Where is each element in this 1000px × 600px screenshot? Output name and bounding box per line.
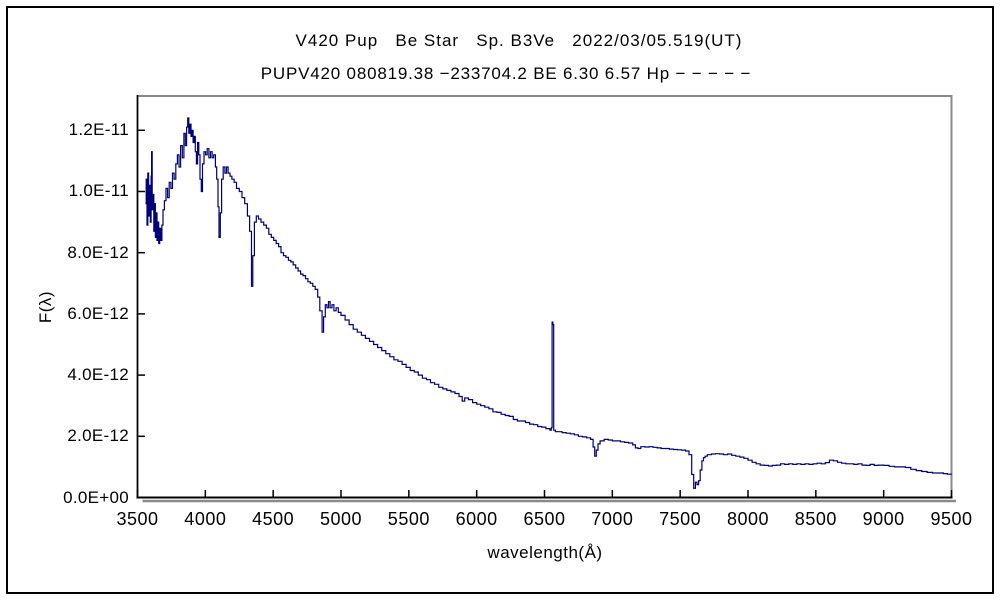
- x-tick-label: 8000: [726, 509, 770, 529]
- spectrum-line: [145, 117, 953, 489]
- x-axis-title: wavelength(Å): [487, 543, 603, 562]
- x-tick-label: 9500: [930, 509, 973, 529]
- y-tick-label: 4.0E-12: [67, 365, 129, 385]
- y-tick-label: 0.0E+00: [63, 487, 129, 507]
- y-tick-label: 1.2E-11: [68, 120, 129, 140]
- x-tick-label: 5000: [319, 509, 363, 529]
- x-tick-label: 6500: [523, 509, 566, 529]
- x-tick-label: 3500: [116, 509, 159, 529]
- chart-subtitle: PUPV420 080819.38 −233704.2 BE 6.30 6.57…: [260, 64, 752, 83]
- y-tick-label: 1.0E-11: [68, 181, 129, 201]
- plot-box-frame: [136, 95, 953, 499]
- x-tick-label: 6000: [455, 509, 498, 529]
- x-tick-label: 4500: [252, 509, 295, 529]
- x-tick-label: 4000: [184, 509, 227, 529]
- y-tick-label: 8.0E-12: [67, 242, 129, 262]
- x-tick-label: 7000: [591, 509, 634, 529]
- x-tick-label: 8500: [794, 509, 837, 529]
- window-border: [6, 6, 994, 594]
- y-axis-title: F(λ): [36, 290, 55, 324]
- chart-title: V420 Pup Be Star Sp. B3Ve 2022/03/05.519…: [295, 31, 743, 50]
- x-tick-label: 5500: [387, 509, 430, 529]
- x-tick-label: 7500: [659, 509, 702, 529]
- y-tick-label: 6.0E-12: [67, 303, 129, 323]
- y-tick-label: 2.0E-12: [67, 426, 129, 446]
- x-tick-label: 9000: [862, 509, 905, 529]
